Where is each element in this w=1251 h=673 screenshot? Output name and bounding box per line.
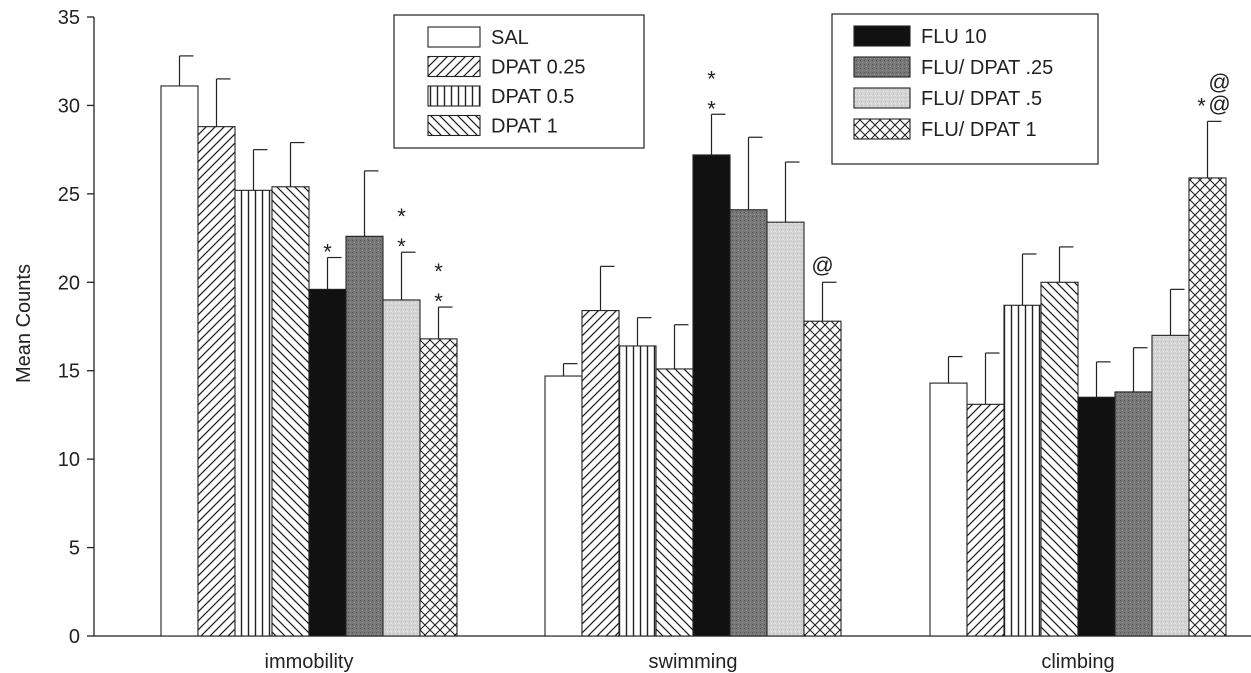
- bar: [618, 345, 657, 637]
- legend-swatch: [427, 26, 481, 48]
- x-category-label: immobility: [265, 651, 354, 673]
- legend-swatch: [853, 25, 911, 47]
- x-category-label: climbing: [1041, 651, 1114, 673]
- y-tick-label: 30: [58, 95, 80, 117]
- bar: [271, 186, 310, 637]
- bar: [766, 221, 805, 637]
- bar: [234, 189, 273, 637]
- significance-at: @: [1208, 91, 1230, 116]
- legend: FLU 10 FLU/ DPAT .25 FLU/ DPAT .5 FLU/ DPAT…: [831, 13, 1099, 165]
- significance-star: *: [397, 234, 406, 259]
- y-tick-label: 10: [58, 449, 80, 471]
- bar: [929, 382, 968, 637]
- bar: [692, 154, 731, 637]
- y-tick-label: 15: [58, 361, 80, 383]
- legend-swatch: [427, 55, 481, 78]
- significance-star: *: [434, 289, 443, 314]
- bar: [655, 368, 694, 637]
- y-tick-label: 20: [58, 272, 80, 294]
- y-tick-label: 35: [58, 7, 80, 29]
- bar: [382, 299, 421, 637]
- bar: [729, 209, 768, 637]
- bar: [1151, 334, 1190, 637]
- bar: [1114, 391, 1153, 637]
- y-axis-title: Mean Counts: [13, 264, 35, 383]
- significance-star: *: [707, 96, 716, 121]
- legend-label: SAL: [491, 27, 529, 49]
- bar: [803, 320, 842, 637]
- significance-at: @: [1208, 69, 1230, 94]
- bar: [1077, 396, 1116, 637]
- bar: [197, 126, 236, 637]
- bar: [345, 235, 384, 637]
- significance-star: *: [434, 259, 443, 284]
- legend-label: FLU/ DPAT .25: [921, 57, 1053, 79]
- legend-swatch: [427, 114, 481, 137]
- bar: [544, 375, 583, 637]
- significance-star: *: [707, 66, 716, 91]
- significance-at: @: [811, 252, 833, 277]
- legend-label: FLU/ DPAT .5: [921, 88, 1042, 110]
- legend-label: DPAT 1: [491, 116, 558, 138]
- bar: [308, 288, 347, 637]
- bar: [1040, 281, 1079, 637]
- bar: [1003, 304, 1042, 637]
- legend-swatch: [853, 87, 911, 109]
- legend-label: DPAT 0.5: [491, 86, 574, 108]
- legend-label: FLU 10: [921, 26, 987, 48]
- bar: [1188, 177, 1227, 637]
- bars-layer: [160, 55, 1227, 637]
- significance-star: *: [323, 240, 332, 265]
- legend: SAL DPAT 0.25 DPAT 0.5 DPAT 1: [393, 14, 645, 149]
- y-tick-label: 5: [69, 538, 80, 560]
- axes: 0 5 10 15 20 25 30 35 Mean Counts immobility swimm…: [13, 7, 1251, 673]
- bar: [160, 85, 199, 637]
- legend-label: FLU/ DPAT 1: [921, 119, 1037, 141]
- legend-swatch: [853, 118, 911, 140]
- y-tick-label: 0: [69, 626, 80, 648]
- legend-swatch: [427, 85, 481, 107]
- significance-star: *: [397, 204, 406, 229]
- legend-label: DPAT 0.25: [491, 57, 586, 79]
- annotations-layer: *******@*@@: [323, 66, 1230, 314]
- x-category-label: swimming: [649, 651, 738, 673]
- legends-layer: SAL DPAT 0.25 DPAT 0.5 DPAT 1 FLU 10 FLU/ DPA…: [393, 13, 1099, 165]
- legend-swatch: [853, 56, 911, 78]
- significance-star: *: [1197, 93, 1206, 118]
- bar: [966, 403, 1005, 637]
- bar: [581, 310, 620, 637]
- y-tick-label: 25: [58, 184, 80, 206]
- bar: [419, 338, 458, 637]
